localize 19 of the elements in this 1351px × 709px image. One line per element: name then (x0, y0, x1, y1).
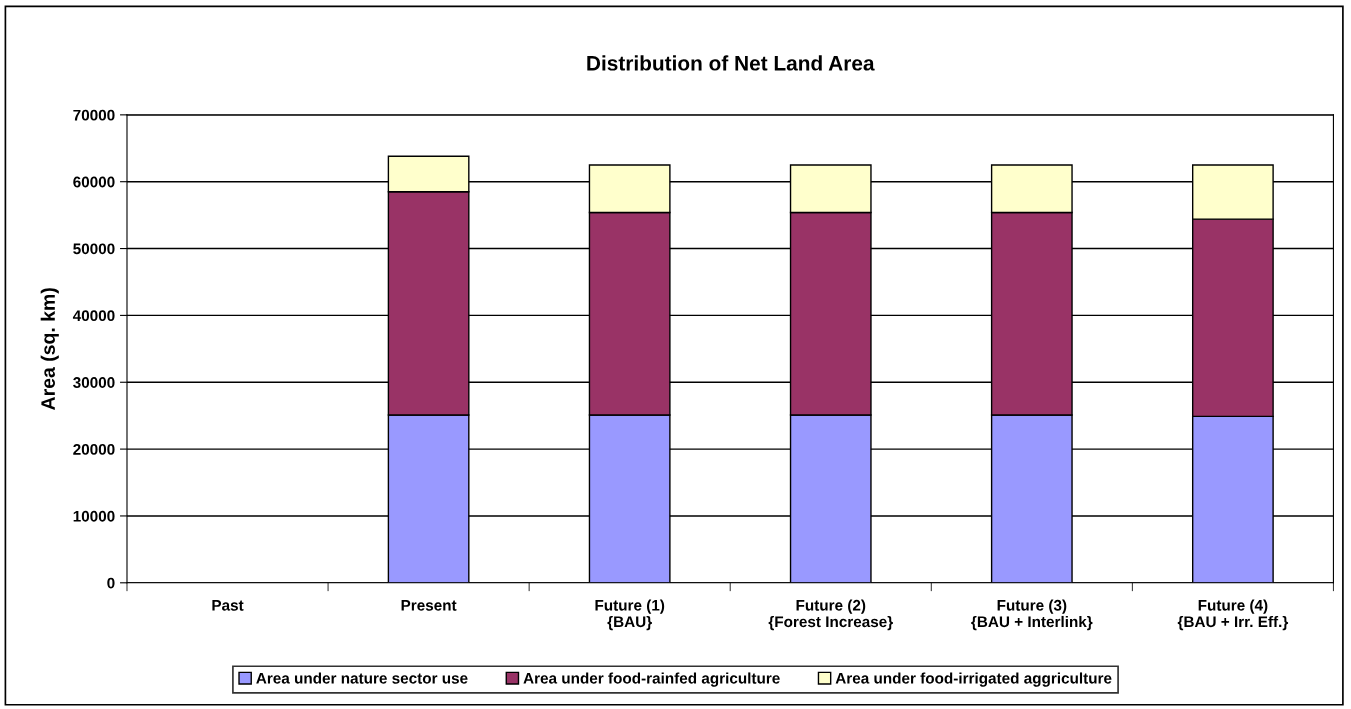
y-tick-label: 40000 (72, 310, 115, 322)
legend-label: Area under nature sector use (256, 672, 468, 684)
y-tick-label: 60000 (73, 176, 115, 188)
chart-title: Distribution of Net Land Area (587, 55, 875, 71)
y-axis-title: Area (sq. km) (40, 288, 59, 410)
x-tick-label: Future (4) {BAU + Irr. Eff.} (1177, 599, 1289, 631)
y-tick-label: 0 (107, 577, 115, 589)
x-tick-label: Future (3) {BAU + Interlink} (971, 599, 1093, 631)
x-tick-label: Present (401, 600, 457, 611)
y-tick-label: 20000 (73, 443, 115, 455)
y-tick-label: 30000 (73, 377, 115, 388)
legend-label: Area under food-rainfed agriculture (523, 672, 780, 687)
x-tick-label: Future (2) {Forest Increase} (768, 599, 893, 631)
legend-label: Area under food-irrigated aggriculture (835, 672, 1112, 687)
y-tick-label: 50000 (73, 243, 115, 255)
x-tick-label: Future (1) {BAU} (595, 599, 665, 631)
y-tick-label: 70000 (73, 109, 115, 121)
y-tick-label: 10000 (73, 510, 115, 522)
x-tick-label: Past (212, 600, 244, 611)
